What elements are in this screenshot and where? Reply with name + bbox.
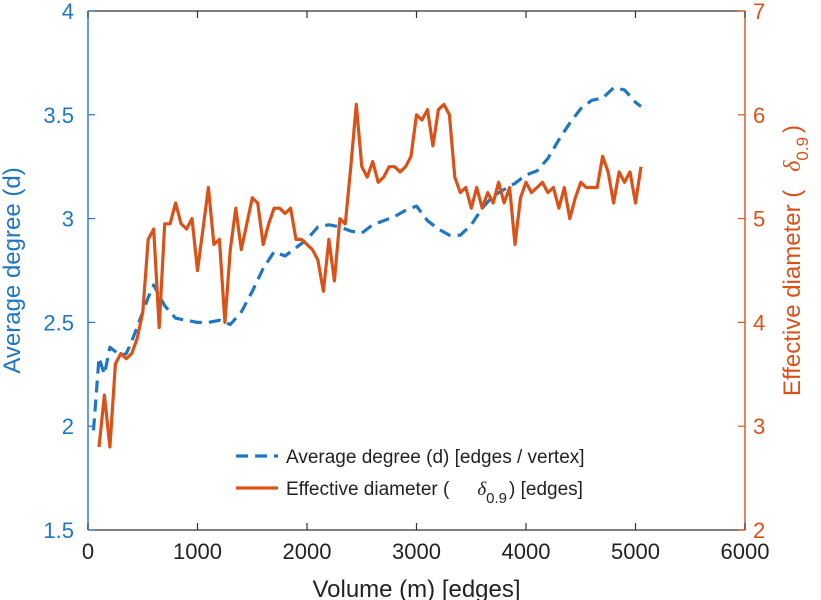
x-tick-label: 2000 [283, 539, 332, 564]
series-effective-diameter-line [97, 102, 643, 449]
x-tick-label: 1000 [173, 539, 222, 564]
y2-label-prefix: Effective diameter ( [779, 190, 806, 396]
x-tick-label: 5000 [611, 539, 660, 564]
y2-tick-label: 4 [753, 310, 765, 335]
legend-label-prefix: Effective diameter ( [286, 479, 450, 500]
legend-label-average-degree: Average degree (d) [edges / vertex] [286, 447, 585, 468]
legend: Average degree (d) [edges / vertex] Effec… [236, 447, 585, 507]
y-tick-label: 2.5 [43, 310, 74, 335]
y-tick-label: 4 [62, 0, 74, 24]
y2-tick-label: 7 [753, 0, 765, 24]
y2-tick-label: 6 [753, 103, 765, 128]
y2-label-subscript: 0.9 [793, 137, 812, 161]
y2-tick-label: 3 [753, 414, 765, 439]
y-axis-label: Average degree (d) [0, 167, 26, 373]
legend-label-suffix: ) [edges] [509, 479, 583, 500]
x-tick-label: 4000 [502, 539, 551, 564]
x-axis-label: Volume (m) [edges] [312, 576, 520, 600]
y-tick-label: 2 [62, 414, 74, 439]
y2-label-suffix: ) [779, 125, 806, 133]
series-layer [91, 86, 643, 449]
y2-tick-label: 5 [753, 207, 765, 232]
y-tick-label: 1.5 [43, 518, 74, 543]
x-tick-label: 3000 [392, 539, 441, 564]
legend-delta-symbol: δ [477, 479, 487, 500]
y-tick-label: 3 [62, 207, 74, 232]
series-average-degree-line [91, 86, 642, 431]
y-tick-label: 3.5 [43, 103, 74, 128]
delta-symbol: δ [780, 160, 806, 172]
y2-tick-label: 2 [753, 518, 765, 543]
y2-axis-label: Effective diameter ( δ0.9) [779, 125, 812, 396]
legend-label-effective-diameter: Effective diameter ( δ0.9) [edges] [286, 479, 583, 507]
x-tick-label: 0 [82, 539, 94, 564]
legend-subscript: 0.9 [486, 490, 507, 507]
x-tick-label: 6000 [721, 539, 770, 564]
